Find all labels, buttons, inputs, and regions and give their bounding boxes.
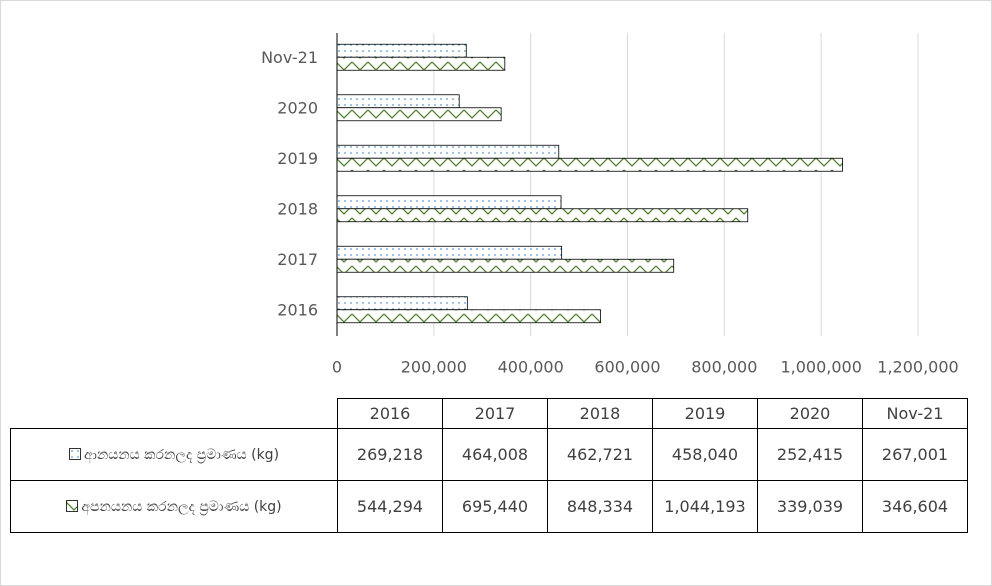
- table-cell: 346,604: [862, 480, 968, 533]
- table-cell: 458,040: [652, 428, 758, 481]
- bar: [336, 245, 563, 260]
- table-cell: 848,334: [547, 480, 653, 533]
- bar: [336, 208, 749, 223]
- table-header: 2016: [337, 398, 443, 429]
- table-cell: 269,218: [337, 428, 443, 481]
- y-tick-label: 2017: [277, 250, 318, 269]
- x-tick-label: 200,000: [401, 358, 467, 377]
- x-tick-label: 600,000: [594, 358, 660, 377]
- table-cell: 695,440: [442, 480, 548, 533]
- x-tick-label: 800,000: [691, 358, 757, 377]
- table-header: 2020: [757, 398, 863, 429]
- table-row: ආනයනය කරනලද ප්‍රමාණය (kg) 269,218 464,008 4…: [10, 428, 968, 481]
- table-header: 2017: [442, 398, 548, 429]
- table-row: අපනයනය කරනලද ප්‍රමාණය (kg) 544,294 695,440…: [10, 480, 968, 533]
- x-tick-label: 400,000: [498, 358, 564, 377]
- table-cell: 267,001: [862, 428, 968, 481]
- row-label: ආනයනය කරනලද ප්‍රමාණය (kg): [10, 428, 338, 481]
- x-tick-label: 1,000,000: [780, 358, 861, 377]
- y-tick-label: 2019: [277, 149, 318, 168]
- bar: [336, 107, 502, 122]
- table-corner: [10, 398, 338, 429]
- table-header: 2019: [652, 398, 758, 429]
- row-label: අපනයනය කරනලද ප්‍රමාණය (kg): [10, 480, 338, 533]
- table-cell: 1,044,193: [652, 480, 758, 533]
- legend-label: ආනයනය කරනලද ප්‍රමාණය (kg): [83, 446, 280, 463]
- bar: [336, 258, 675, 273]
- bar: [336, 144, 560, 159]
- legend-label: අපනයනය කරනලද ප්‍රමාණය (kg): [81, 498, 282, 515]
- bar: [336, 309, 601, 324]
- y-tick-label: Nov-21: [261, 48, 318, 67]
- table-cell: 464,008: [442, 428, 548, 481]
- legend-key: [69, 447, 81, 460]
- table-cell: 252,415: [757, 428, 863, 481]
- bar: [336, 195, 562, 210]
- table-cell: 544,294: [337, 480, 443, 533]
- table-header: 2018: [547, 398, 653, 429]
- y-tick-label: 2020: [277, 98, 318, 117]
- table-header: Nov-21: [862, 398, 968, 429]
- table-cell: 462,721: [547, 428, 653, 481]
- y-tick-label: 2016: [277, 300, 318, 319]
- bar: [336, 56, 506, 71]
- bar: [336, 94, 460, 109]
- legend-key: [66, 499, 79, 512]
- data-table: 2016 2017 2018 2019 2020 Nov-21 ආනයනය කරනලද ප…: [10, 398, 968, 533]
- bar: [336, 296, 468, 311]
- y-tick-label: 2018: [277, 199, 318, 218]
- table-cell: 339,039: [757, 480, 863, 533]
- bar: [336, 157, 843, 172]
- x-tick-label: 0: [332, 358, 342, 377]
- bar: [336, 43, 467, 58]
- x-tick-label: 1,200,000: [877, 358, 958, 377]
